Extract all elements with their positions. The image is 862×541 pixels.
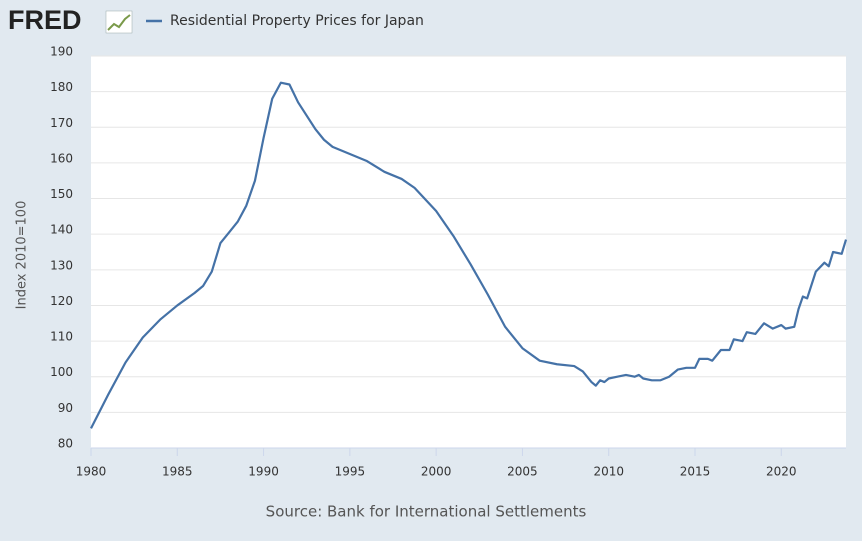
y-tick-label: 180	[50, 80, 73, 94]
data-line	[90, 81, 848, 429]
x-tick-label: 2010	[593, 465, 624, 479]
x-tick-label: 2000	[421, 465, 452, 479]
y-tick-label: 140	[50, 223, 73, 237]
logo-icon	[105, 10, 133, 34]
brand-logo[interactable]: FRED	[8, 5, 82, 35]
x-tick-label: 1985	[162, 465, 193, 479]
y-tick-label: 80	[58, 437, 73, 451]
y-tick-label: 160	[50, 151, 73, 165]
legend-label: Residential Property Prices for Japan	[170, 13, 424, 29]
y-tick-label: 130	[50, 258, 73, 272]
y-tick-label: 110	[50, 330, 73, 344]
x-tick-label: 1990	[248, 465, 279, 479]
x-tick-label: 1980	[76, 465, 107, 479]
y-tick-label: 120	[50, 294, 73, 308]
x-tick-label: 2015	[680, 465, 711, 479]
y-tick-label: 190	[50, 45, 73, 59]
y-tick-label: 100	[50, 365, 73, 379]
x-tick-label: 2005	[507, 465, 538, 479]
source-note: Source: Bank for International Settlemen…	[266, 503, 587, 521]
x-tick-label: 1995	[335, 465, 366, 479]
plot-area	[91, 56, 846, 448]
x-tick-label: 2020	[766, 465, 797, 479]
y-axis-label: Index 2010=100	[15, 201, 30, 310]
y-tick-label: 90	[58, 401, 73, 415]
y-tick-label: 150	[50, 187, 73, 201]
y-tick-label: 170	[50, 116, 73, 130]
